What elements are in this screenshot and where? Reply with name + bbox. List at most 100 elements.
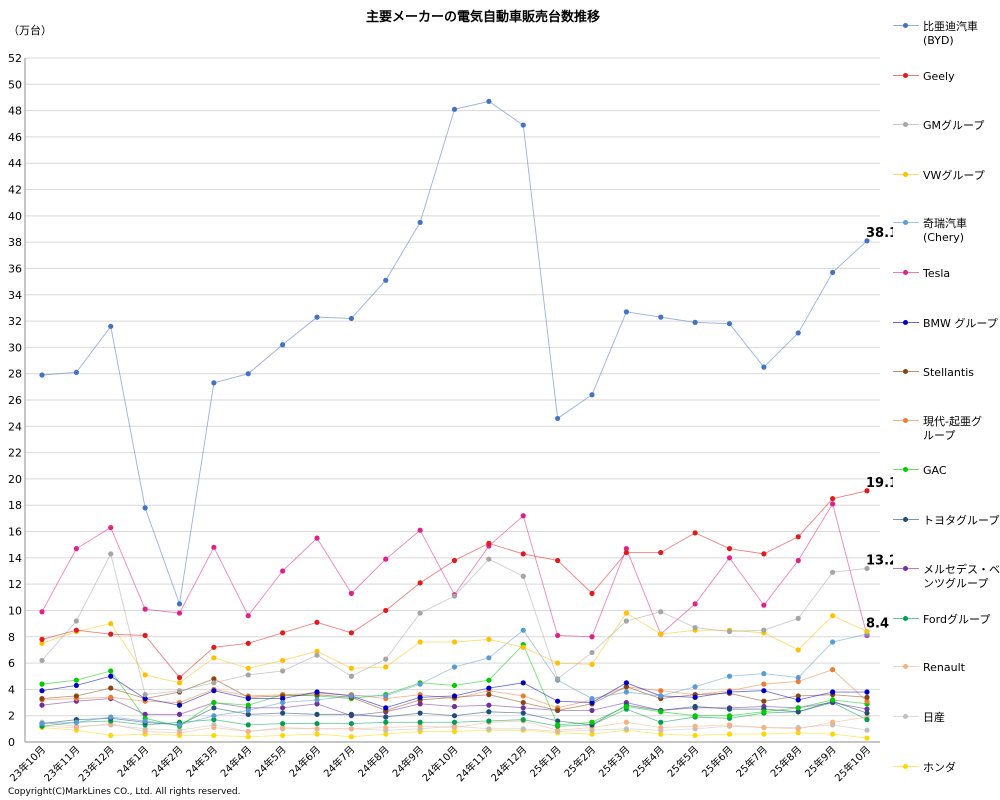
series-group: [39, 98, 870, 607]
data-point: [280, 568, 286, 574]
data-point: [451, 557, 458, 564]
data-point: [451, 593, 458, 599]
data-point: [692, 713, 698, 719]
series-group: [39, 724, 870, 741]
data-point: [589, 707, 595, 714]
data-point: [417, 701, 423, 707]
legend-swatch: [893, 268, 919, 278]
data-point: [795, 534, 801, 540]
series-lines: [39, 98, 870, 741]
data-point: [176, 722, 183, 728]
data-point: [486, 540, 492, 546]
x-tick-label: 25年9月: [802, 743, 839, 780]
data-point: [658, 314, 664, 320]
data-point: [658, 709, 664, 715]
data-point: [383, 664, 389, 670]
data-point: [314, 701, 320, 707]
data-point: [108, 621, 114, 627]
data-point: [589, 731, 595, 737]
data-point: [520, 717, 526, 723]
data-point: [830, 569, 836, 575]
data-point: [658, 549, 664, 556]
legend-label: 比亜迪汽車 (BYD): [923, 20, 978, 47]
data-point: [761, 724, 767, 731]
x-tick-label: 25年1月: [527, 743, 564, 780]
x-tick-label: 25年3月: [596, 743, 633, 780]
data-point: [520, 726, 526, 732]
legend-label: 奇瑞汽車 (Chery): [923, 217, 967, 244]
data-point: [417, 723, 423, 729]
x-tick-label: 25年8月: [768, 743, 805, 780]
data-point: [830, 639, 836, 645]
legend-label: GAC: [923, 464, 947, 477]
data-point: [726, 731, 733, 737]
data-point: [314, 726, 320, 732]
legend-label: メルセデス・ベ ンツグループ: [923, 563, 1000, 590]
data-point: [830, 667, 836, 673]
data-point: [417, 610, 423, 616]
data-point: [280, 720, 286, 727]
data-point: [864, 488, 870, 494]
data-point: [692, 703, 698, 710]
data-point: [761, 602, 767, 608]
data-point: [726, 722, 733, 728]
data-point: [417, 694, 423, 700]
data-point: [830, 731, 836, 737]
data-point: [280, 695, 286, 702]
data-point: [108, 668, 114, 674]
y-tick-label: 6: [8, 657, 15, 670]
data-point: [245, 672, 251, 678]
copyright-notice: Copyright(C)MarkLines CO., Ltd. All righ…: [8, 787, 241, 797]
y-tick-label: 44: [8, 157, 22, 170]
data-point: [383, 714, 389, 720]
legend-label: BMW グループ: [923, 317, 998, 330]
data-point: [623, 703, 629, 710]
data-point: [280, 342, 286, 348]
data-point: [73, 369, 79, 375]
data-point: [211, 644, 217, 650]
legend-swatch: [893, 218, 919, 228]
legend-label: Stellantis: [923, 366, 974, 379]
data-point: [520, 573, 526, 579]
data-point: [761, 681, 767, 687]
data-point: [314, 697, 320, 703]
data-point: [280, 630, 286, 636]
data-point: [348, 673, 354, 679]
data-point: [451, 703, 458, 710]
data-point: [658, 724, 664, 731]
data-point: [211, 544, 217, 550]
legend-swatch-dot: [903, 418, 908, 423]
data-point: [142, 711, 148, 717]
legend-swatch-dot: [903, 616, 908, 621]
data-point: [417, 219, 423, 226]
data-point: [795, 693, 801, 699]
data-point: [486, 709, 492, 715]
data-point: [314, 619, 320, 625]
data-point: [211, 380, 217, 386]
data-point: [795, 330, 801, 336]
data-point: [486, 636, 492, 643]
data-point: [451, 693, 458, 699]
data-point: [555, 415, 561, 422]
data-point: [383, 656, 389, 662]
y-tick-label: 52: [8, 52, 22, 65]
data-point: [176, 711, 183, 717]
data-point: [520, 122, 526, 128]
y-tick-label: 40: [8, 210, 22, 223]
legend-swatch-dot: [903, 369, 908, 374]
data-point: [383, 693, 389, 699]
data-point: [73, 618, 79, 624]
x-tick-label: 25年7月: [733, 743, 770, 780]
data-point: [108, 631, 114, 637]
data-point: [589, 699, 595, 706]
data-point: [830, 719, 836, 725]
data-point: [176, 610, 183, 616]
legend-swatch-dot: [903, 664, 908, 669]
data-point: [39, 372, 45, 378]
y-tick-label: 10: [8, 604, 22, 617]
data-point: [520, 680, 526, 686]
legend-swatch: [893, 416, 919, 426]
x-tick-label: 23年12月: [76, 743, 117, 784]
data-point: [864, 727, 870, 733]
data-point: [142, 505, 148, 511]
